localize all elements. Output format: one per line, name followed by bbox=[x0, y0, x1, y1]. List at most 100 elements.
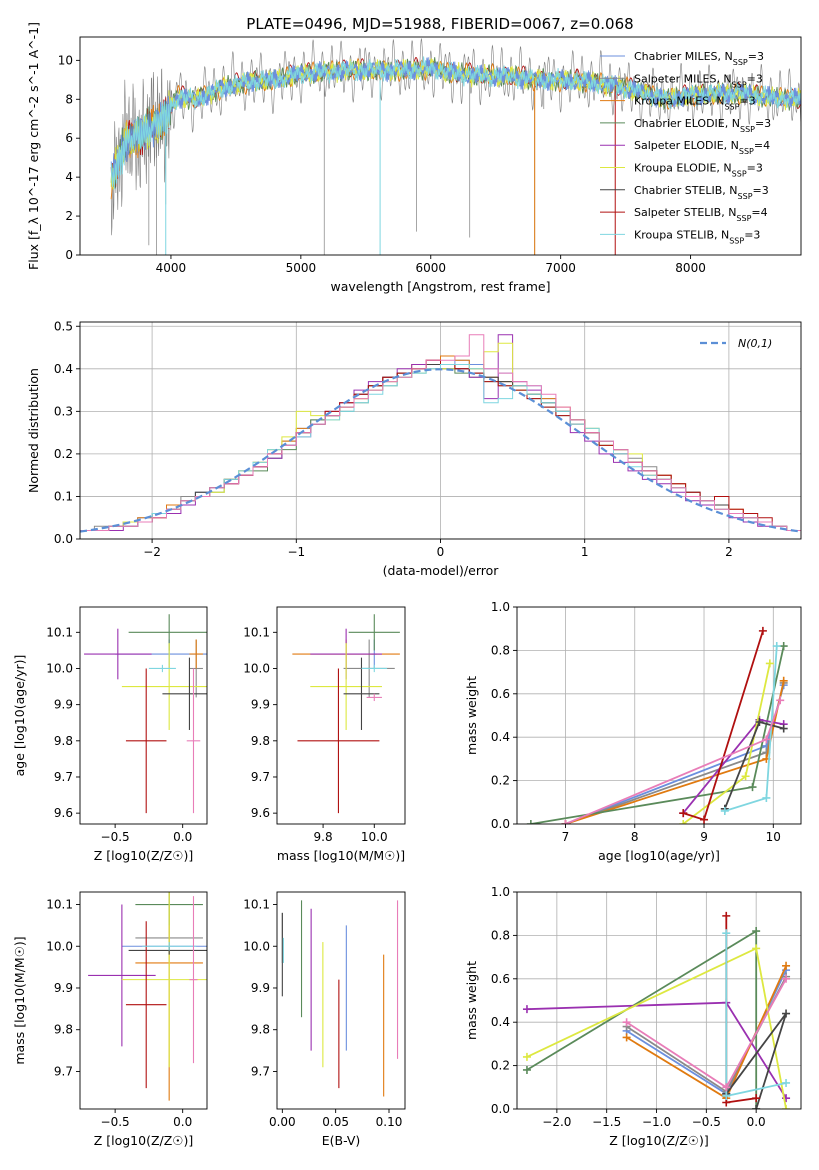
weight-vs-age-xlabel: age [log10(age/yr)] bbox=[598, 848, 720, 863]
mass-vs-ebv-xlabel: E(B-V) bbox=[322, 1133, 361, 1148]
legend-label: Salpeter MILES, NSSP=3 bbox=[634, 72, 763, 89]
weight-vs-z-xtick-label: −2.0 bbox=[542, 1115, 571, 1129]
age-vs-z-ytick-label: 10.1 bbox=[46, 625, 73, 639]
weight-vs-z-ytick-label: 0.4 bbox=[491, 1015, 510, 1029]
weight-vs-age-ytick-label: 1.0 bbox=[491, 600, 510, 614]
weight-vs-age-weight-marker bbox=[779, 642, 788, 651]
weight-vs-z-weight-marker bbox=[752, 1105, 761, 1109]
weight-vs-age-weight-marker bbox=[748, 783, 757, 792]
weight-vs-age-weight-marker bbox=[772, 642, 781, 651]
weight-vs-age-weight-marker bbox=[762, 735, 771, 744]
spectrum-plot-area bbox=[110, 38, 801, 255]
weight-vs-z-weight-marker bbox=[722, 1091, 731, 1100]
mass-vs-z-ytick-label: 10.1 bbox=[46, 898, 73, 912]
age-vs-z-ytick-label: 10.0 bbox=[46, 661, 73, 675]
histogram-plot-area bbox=[80, 322, 801, 539]
weight-vs-z-ytick-label: 0.8 bbox=[491, 928, 510, 942]
weight-vs-age-xtick-label: 9 bbox=[700, 830, 708, 844]
histogram-ytick-label: 0.4 bbox=[54, 362, 73, 376]
weight-vs-age-frame bbox=[516, 606, 802, 825]
weight-vs-z-ytick-label: 0.0 bbox=[491, 1102, 510, 1116]
age-vs-z-ytick-label: 9.7 bbox=[54, 770, 73, 784]
spectrum-title: PLATE=0496, MJD=51988, FIBERID=0067, z=0… bbox=[246, 15, 633, 33]
weight-vs-age-weight-marker bbox=[765, 659, 774, 668]
age-vs-mass-frame bbox=[276, 606, 406, 825]
weight-vs-age-plot-area bbox=[517, 607, 801, 824]
spectrum-xlabel: wavelength [Angstrom, rest frame] bbox=[330, 279, 550, 294]
weight-vs-z-weight-marker bbox=[622, 1018, 631, 1027]
age-vs-z-xtick-label: 0.0 bbox=[173, 830, 192, 844]
weight-vs-age-ytick-label: 0.0 bbox=[491, 817, 510, 831]
weight-vs-z-weight-marker bbox=[782, 961, 791, 970]
weight-vs-z-ytick-label: 1.0 bbox=[491, 885, 510, 899]
age-vs-mass-ytick-label: 10.1 bbox=[243, 625, 270, 639]
weight-vs-age-ylabel: mass weight bbox=[464, 676, 479, 755]
histogram-ytick-label: 0.1 bbox=[54, 489, 73, 503]
weight-vs-z-weight-line bbox=[526, 929, 758, 1109]
mass-vs-z-ytick-label: 9.8 bbox=[54, 1023, 73, 1037]
histogram-xtick-label: −2 bbox=[143, 545, 161, 559]
age-vs-mass-plot-area bbox=[292, 614, 400, 814]
age-vs-z-xtick-label: −0.5 bbox=[101, 830, 130, 844]
age-vs-mass-ytick-label: 9.8 bbox=[251, 734, 270, 748]
mass-vs-z-xtick-label: −0.5 bbox=[101, 1115, 130, 1129]
mass-vs-z-ytick-label: 10.0 bbox=[46, 939, 73, 953]
weight-vs-age-weight-marker bbox=[679, 809, 688, 818]
histogram-xtick-label: 0 bbox=[437, 545, 445, 559]
spectrum-ytick-label: 4 bbox=[65, 170, 73, 184]
weight-vs-z-weight-marker bbox=[522, 1065, 531, 1074]
age-vs-mass-ytick-label: 9.7 bbox=[251, 770, 270, 784]
histogram-xtick-label: 1 bbox=[581, 545, 589, 559]
spectrum-xtick-label: 6000 bbox=[415, 261, 446, 275]
weight-vs-age-xtick-label: 10 bbox=[766, 830, 781, 844]
histogram-xlabel: (data-model)/error bbox=[383, 563, 500, 578]
age-vs-mass-ytick-label: 10.0 bbox=[243, 661, 270, 675]
mass-vs-ebv-xtick-label: 0.10 bbox=[376, 1115, 403, 1129]
histogram-ytick-label: 0.0 bbox=[54, 532, 73, 546]
legend-label: Kroupa STELIB, NSSP=3 bbox=[634, 228, 760, 245]
mass-vs-z-ytick-label: 9.7 bbox=[54, 1064, 73, 1078]
mass-vs-ebv-ytick-label: 9.8 bbox=[251, 1023, 270, 1037]
mass-vs-z-ytick-label: 9.9 bbox=[54, 981, 73, 995]
histogram-step bbox=[80, 334, 801, 539]
legend-label: Salpeter ELODIE, NSSP=4 bbox=[634, 139, 770, 156]
mass-vs-z-xtick-label: 0.0 bbox=[173, 1115, 192, 1129]
mass-vs-z-plot-area bbox=[88, 892, 207, 1101]
weight-vs-z-ylabel: mass weight bbox=[464, 961, 479, 1040]
weight-vs-age-xtick-label: 7 bbox=[562, 830, 570, 844]
weight-vs-age-weight-marker bbox=[720, 806, 729, 815]
weight-vs-z-weight-marker bbox=[522, 1005, 531, 1014]
weight-vs-z-ytick-label: 0.2 bbox=[491, 1059, 510, 1073]
weight-vs-age-xtick-label: 8 bbox=[631, 830, 639, 844]
mass-vs-ebv-ytick-label: 9.9 bbox=[251, 981, 270, 995]
weight-vs-age-weight-marker bbox=[700, 815, 709, 824]
weight-vs-age-weight-marker bbox=[741, 772, 750, 781]
weight-vs-age-weight-line bbox=[530, 645, 785, 824]
spectrum-ytick-label: 8 bbox=[65, 92, 73, 106]
weight-vs-age-weight-marker bbox=[561, 820, 570, 824]
spectrum-ylabel: Flux [f_λ 10^-17 erg cm^-2 s^-1 A^-1] bbox=[26, 22, 41, 270]
legend-label: Chabrier MILES, NSSP=3 bbox=[634, 50, 764, 67]
weight-vs-z-weight-marker bbox=[752, 1094, 761, 1103]
age-vs-z-ytick-label: 9.6 bbox=[54, 806, 73, 820]
weight-vs-z-weight-marker bbox=[782, 1078, 791, 1087]
weight-vs-z-weight-marker bbox=[752, 927, 761, 936]
gaussian-legend-label: N(0,1) bbox=[738, 337, 772, 350]
weight-vs-z-weight-marker bbox=[752, 944, 761, 953]
spectrum-xtick-label: 8000 bbox=[675, 261, 706, 275]
legend-label: Chabrier STELIB, NSSP=3 bbox=[634, 184, 769, 201]
histogram-ytick-label: 0.3 bbox=[54, 404, 73, 418]
legend-label: Salpeter STELIB, NSSP=4 bbox=[634, 206, 768, 223]
weight-vs-age-ytick-label: 0.8 bbox=[491, 643, 510, 657]
spectrum-frame bbox=[79, 36, 802, 256]
weight-vs-age-ytick-label: 0.6 bbox=[491, 687, 510, 701]
weight-vs-z-xtick-label: 0.0 bbox=[747, 1115, 766, 1129]
weight-vs-z-weight-marker bbox=[722, 929, 731, 938]
weight-vs-age-ytick-label: 0.2 bbox=[491, 774, 510, 788]
weight-vs-z-weight-marker bbox=[782, 974, 791, 983]
mass-vs-ebv-ytick-label: 9.7 bbox=[251, 1064, 270, 1078]
weight-vs-z-weight-marker bbox=[782, 1105, 791, 1109]
weight-vs-age-weight-marker bbox=[762, 793, 771, 802]
spectrum-xtick-label: 7000 bbox=[545, 261, 576, 275]
